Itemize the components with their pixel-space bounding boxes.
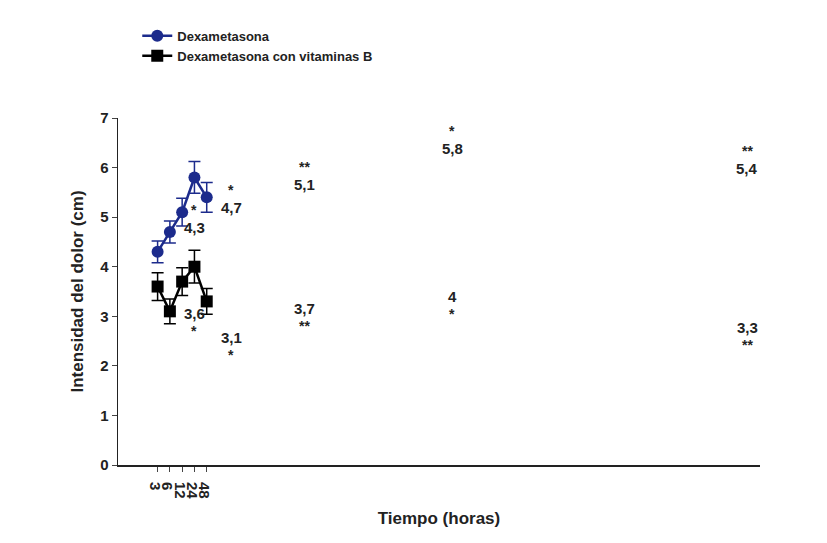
- svg-text:7: 7: [100, 109, 108, 126]
- svg-text:*: *: [228, 347, 234, 363]
- svg-text:Intensidad del dolor (cm): Intensidad del dolor (cm): [68, 190, 87, 392]
- svg-text:24: 24: [184, 482, 201, 499]
- svg-text:3,7: 3,7: [294, 300, 315, 317]
- svg-text:6: 6: [159, 482, 176, 490]
- svg-text:5,1: 5,1: [294, 176, 315, 193]
- svg-text:48: 48: [196, 482, 213, 499]
- svg-text:*: *: [449, 306, 455, 322]
- svg-text:4: 4: [100, 258, 109, 275]
- svg-text:4,7: 4,7: [221, 199, 242, 216]
- svg-text:5,4: 5,4: [736, 160, 758, 177]
- svg-text:6: 6: [100, 159, 108, 176]
- svg-text:*: *: [228, 182, 234, 198]
- svg-text:12: 12: [172, 482, 189, 499]
- svg-text:3: 3: [147, 482, 164, 490]
- svg-text:0: 0: [100, 456, 108, 473]
- svg-text:3,3: 3,3: [737, 319, 758, 336]
- svg-text:*: *: [449, 123, 455, 139]
- svg-text:**: **: [742, 337, 753, 353]
- svg-text:3,6: 3,6: [184, 305, 205, 322]
- svg-text:5: 5: [100, 208, 108, 225]
- svg-text:1: 1: [100, 407, 108, 424]
- svg-text:3,1: 3,1: [221, 329, 242, 346]
- svg-text:Dexametasona con vitaminas B: Dexametasona con vitaminas B: [177, 49, 372, 64]
- svg-text:*: *: [191, 323, 197, 339]
- svg-text:2: 2: [100, 357, 108, 374]
- svg-text:4: 4: [448, 288, 457, 305]
- svg-text:**: **: [299, 318, 310, 334]
- svg-text:**: **: [742, 143, 753, 159]
- svg-text:5,8: 5,8: [442, 140, 463, 157]
- svg-text:**: **: [299, 159, 310, 175]
- svg-text:4,3: 4,3: [184, 219, 205, 236]
- svg-text:3: 3: [100, 308, 108, 325]
- svg-text:Tiempo (horas): Tiempo (horas): [378, 509, 500, 528]
- svg-text:Dexametasona: Dexametasona: [177, 29, 270, 44]
- svg-text:*: *: [191, 202, 197, 218]
